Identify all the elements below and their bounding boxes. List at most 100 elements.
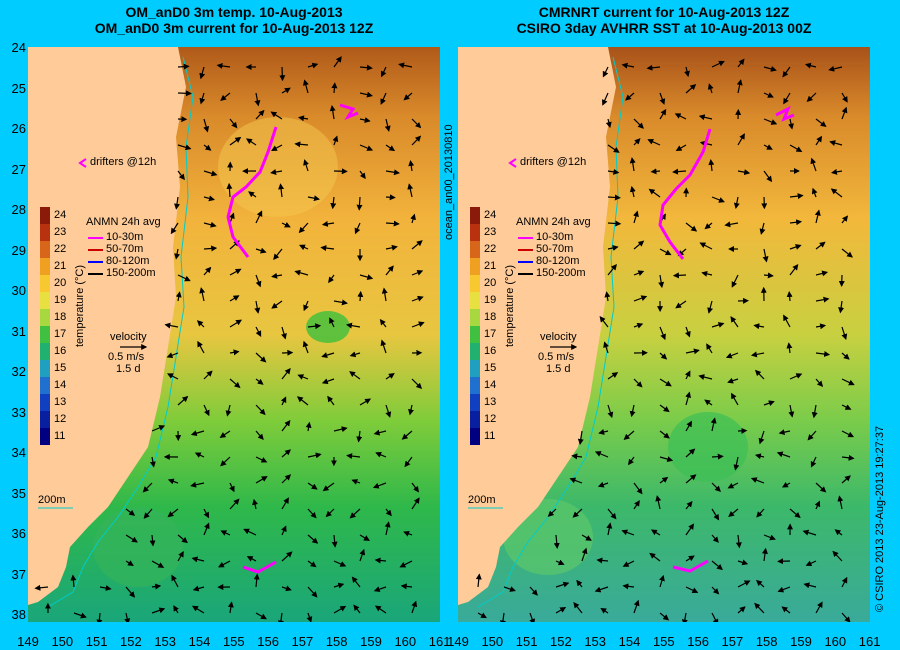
current-arrow — [475, 573, 482, 588]
current-arrow — [756, 508, 765, 518]
current-arrow — [675, 144, 687, 152]
current-arrow — [789, 144, 803, 152]
current-arrow — [737, 606, 746, 614]
current-arrow — [356, 430, 363, 443]
current-arrow — [602, 66, 609, 78]
model-run-label: ocean_an00_20130810 — [443, 124, 455, 240]
current-arrow — [810, 456, 817, 468]
right-map-panel[interactable]: drifters @12h ANMN 24h avg 10-30m 50-70m 8… — [458, 47, 870, 622]
current-arrow — [403, 530, 413, 537]
current-arrow — [674, 113, 687, 120]
current-arrow — [177, 144, 192, 151]
credit-label: © CSIRO 2013 23-Aug-2013 19:27:37 — [874, 425, 886, 612]
colorbar-segment — [40, 360, 50, 377]
current-arrow — [633, 599, 640, 614]
current-arrow — [380, 92, 387, 105]
lon-tick-label: 155 — [652, 634, 675, 649]
current-arrow — [329, 105, 336, 120]
drifter-legend-marker — [78, 158, 87, 168]
current-arrow — [255, 210, 263, 224]
current-arrow — [279, 66, 286, 82]
current-arrow — [789, 193, 804, 200]
current-arrow — [307, 586, 318, 598]
drifter-track-3 — [242, 560, 277, 574]
current-arrow — [604, 291, 611, 302]
current-arrow — [633, 378, 643, 388]
current-arrow — [359, 398, 372, 406]
current-arrow — [385, 373, 395, 380]
current-arrow — [73, 612, 87, 619]
current-arrow — [572, 508, 583, 518]
current-arrow — [226, 182, 233, 198]
current-arrow — [499, 612, 506, 622]
current-arrow — [659, 574, 665, 588]
current-arrow — [151, 425, 166, 432]
current-arrow — [650, 168, 661, 175]
lat-tick-label: 26 — [11, 121, 26, 136]
current-arrow — [622, 583, 635, 590]
colorbar-tick-label: 20 — [54, 277, 67, 289]
current-arrow — [815, 135, 823, 146]
current-arrow — [404, 456, 413, 468]
current-arrow — [763, 144, 773, 150]
current-arrow — [754, 453, 765, 460]
current-arrow — [277, 612, 284, 622]
current-arrow — [166, 352, 179, 359]
lon-tick-label: 151 — [85, 634, 108, 649]
current-arrow — [374, 605, 387, 614]
lat-tick-label: 38 — [11, 607, 26, 622]
current-arrow — [706, 343, 713, 354]
current-arrow — [649, 552, 661, 562]
colorbar-tick-label: 13 — [54, 396, 67, 408]
current-arrow — [841, 378, 855, 386]
current-arrow — [398, 62, 413, 69]
current-arrow — [199, 66, 206, 80]
current-arrow — [600, 607, 609, 614]
current-arrow — [781, 481, 791, 488]
current-arrow — [811, 404, 818, 419]
current-arrow — [322, 482, 335, 492]
current-arrow — [737, 133, 745, 146]
current-arrow — [410, 213, 416, 224]
current-arrow — [778, 429, 791, 436]
colorbar-tick-label: 11 — [484, 430, 496, 442]
current-arrow — [246, 138, 257, 146]
current-arrow — [294, 141, 309, 148]
current-arrow — [321, 378, 335, 385]
current-arrow — [829, 140, 843, 146]
current-arrow — [659, 456, 674, 462]
lon-tick-label: 154 — [618, 634, 641, 649]
current-arrow — [831, 168, 843, 175]
current-arrow — [629, 185, 636, 198]
current-arrow — [384, 118, 391, 132]
lat-tick-label: 32 — [11, 364, 26, 379]
depth-legend-arrows — [88, 237, 103, 275]
left-map-panel[interactable]: drifters @12h ANMN 24h avg 10-30m 50-70m 8… — [28, 47, 440, 622]
current-arrow — [270, 111, 283, 120]
current-arrow — [216, 62, 231, 69]
current-arrow — [633, 270, 645, 276]
current-arrow — [633, 322, 644, 329]
current-arrow — [255, 109, 265, 120]
current-arrow — [737, 559, 749, 566]
current-arrow — [789, 508, 801, 519]
depth-legend-label: 150-200m — [536, 267, 586, 279]
anmn-legend-title: ANMN 24h avg — [516, 216, 591, 228]
current-arrow — [815, 241, 826, 250]
current-arrow — [762, 248, 769, 263]
lat-tick-label: 34 — [11, 445, 26, 460]
colorbar-segment — [40, 292, 50, 309]
current-arrow — [672, 272, 687, 279]
current-arrow — [841, 404, 852, 410]
current-arrow — [177, 534, 188, 544]
current-arrow — [281, 367, 291, 380]
current-arrow — [675, 300, 687, 309]
current-arrow — [629, 157, 636, 172]
lon-tick-label: 154 — [188, 634, 211, 649]
current-arrow — [296, 396, 309, 406]
current-arrow — [203, 221, 217, 228]
current-arrow — [307, 534, 319, 544]
current-arrow — [171, 574, 179, 588]
current-arrow — [777, 586, 791, 593]
current-arrow — [685, 391, 692, 406]
